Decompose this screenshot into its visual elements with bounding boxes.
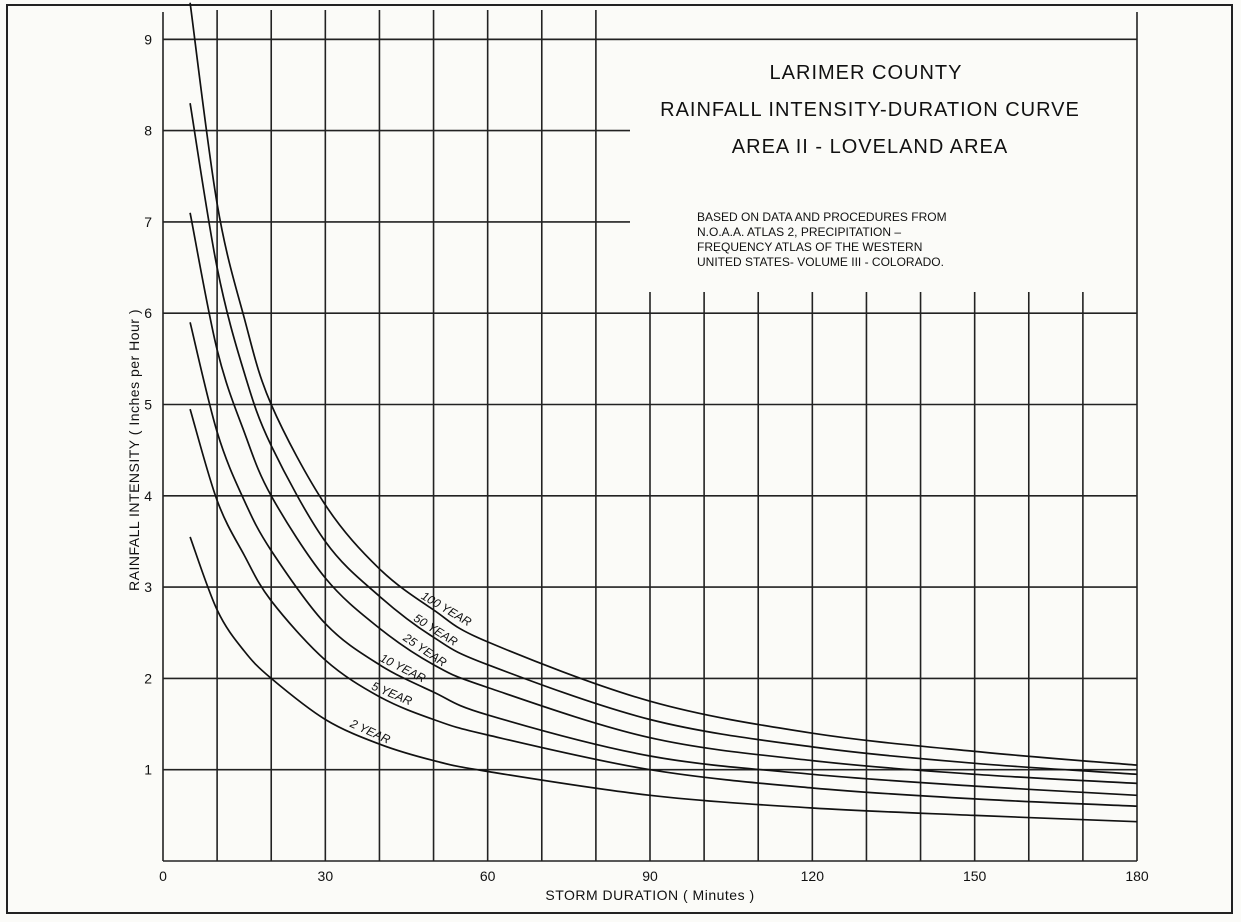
x-tick-label-0: 0 <box>159 868 167 884</box>
x-tick-label-120: 120 <box>801 868 825 884</box>
y-tick-label-4: 4 <box>144 488 152 504</box>
curves <box>189 2 1138 823</box>
y-tick-label-5: 5 <box>144 397 152 413</box>
curve-5-year <box>189 408 1138 808</box>
y-tick-label-3: 3 <box>144 579 152 595</box>
y-tick-label-9: 9 <box>144 31 152 47</box>
x-axis-title: STORM DURATION ( Minutes ) <box>545 887 754 903</box>
y-axis-title: RAINFALL INTENSITY ( Inches per Hour ) <box>126 309 142 591</box>
curve-10-year <box>189 322 1138 797</box>
chart-title-line-1: LARIMER COUNTY <box>770 62 963 84</box>
chart-frame <box>6 4 1233 914</box>
x-tick-label-180: 180 <box>1125 868 1149 884</box>
x-tick-label-90: 90 <box>642 868 658 884</box>
x-tick-label-60: 60 <box>480 868 496 884</box>
curve-50-year <box>189 103 1138 776</box>
y-tick-label-7: 7 <box>144 214 152 230</box>
y-tick-label-2: 2 <box>144 670 152 686</box>
chart-note-line-3: FREQUENCY ATLAS OF THE WESTERN <box>697 240 922 254</box>
curve-label-2-year: 2 YEAR <box>347 716 393 747</box>
curve-2-year <box>189 536 1138 823</box>
chart-note-line-2: N.O.A.A. ATLAS 2, PRECIPITATION – <box>697 225 901 239</box>
curve-100-year <box>189 2 1138 766</box>
y-tick-label-8: 8 <box>144 123 152 139</box>
curve-label-5-year: 5 YEAR <box>370 679 415 709</box>
y-tick-label-1: 1 <box>144 762 152 778</box>
y-tick-label-6: 6 <box>144 305 152 321</box>
grid <box>162 10 1138 862</box>
chart-title-line-3: AREA II - LOVELAND AREA <box>732 136 1008 158</box>
curve-25-year <box>189 212 1138 785</box>
x-tick-label-30: 30 <box>318 868 334 884</box>
tick-labels: 0 30 60 90 120 150 180 1 2 3 4 5 6 7 8 9 <box>144 31 1149 884</box>
chart-note-line-4: UNITED STATES- VOLUME III - COLORADO. <box>697 255 944 269</box>
chart-note-line-1: BASED ON DATA AND PROCEDURES FROM <box>697 210 947 224</box>
x-tick-label-150: 150 <box>963 868 987 884</box>
chart-title-line-2: RAINFALL INTENSITY-DURATION CURVE <box>660 99 1080 121</box>
